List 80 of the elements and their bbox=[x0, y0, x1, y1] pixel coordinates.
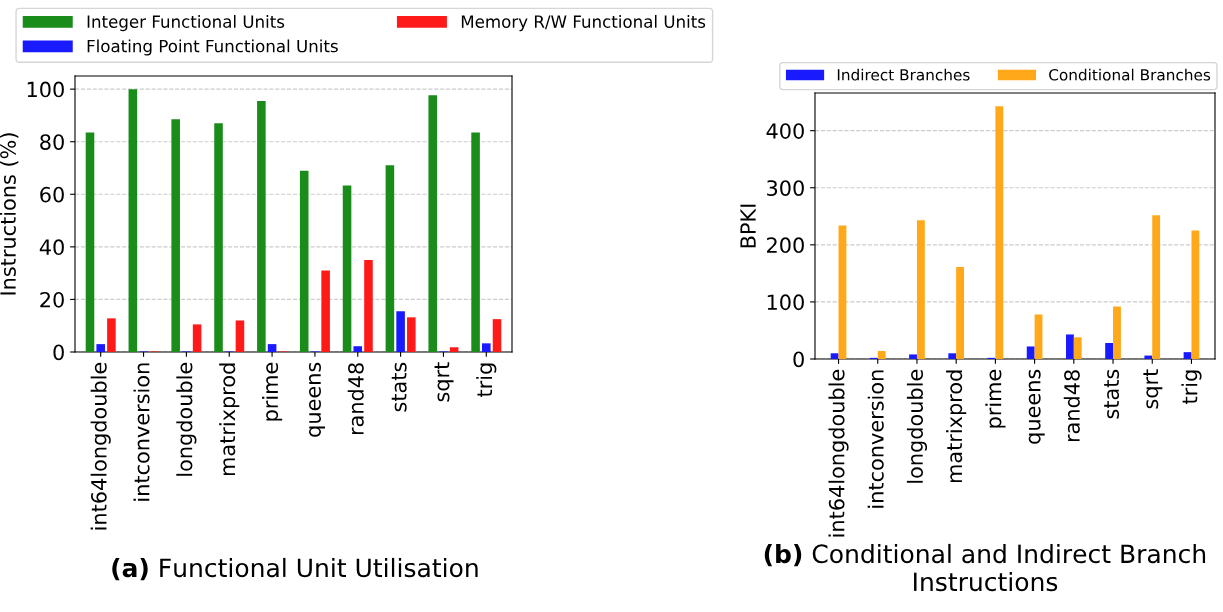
bar bbox=[107, 318, 116, 352]
bar bbox=[128, 89, 138, 352]
y-tick-label: 300 bbox=[767, 180, 804, 196]
x-tick-label: prime bbox=[262, 362, 283, 421]
bar bbox=[956, 267, 965, 359]
legend-label: Memory R/W Functional Units bbox=[461, 15, 706, 32]
y-tick-label: 60 bbox=[40, 186, 64, 203]
bar bbox=[235, 320, 245, 352]
bar bbox=[428, 95, 438, 352]
y-tick-label: 40 bbox=[39, 239, 64, 256]
bar bbox=[1073, 337, 1082, 359]
y-tick-label: 20 bbox=[40, 291, 64, 308]
bar bbox=[385, 165, 395, 352]
x-tick-label: rand48 bbox=[1063, 370, 1080, 442]
x-tick-label: sqrt bbox=[1143, 369, 1163, 409]
x-tick-label: stats bbox=[1104, 369, 1120, 419]
bar bbox=[342, 185, 352, 352]
y-tick-label: 0 bbox=[53, 344, 64, 361]
bar bbox=[1113, 306, 1121, 359]
bar bbox=[85, 132, 95, 352]
bar bbox=[909, 354, 917, 359]
y-tick-label: 400 bbox=[766, 123, 804, 139]
bar bbox=[1183, 352, 1192, 359]
bar bbox=[838, 225, 847, 359]
y-tick-label: 0 bbox=[793, 351, 804, 368]
x-tick-label: int64longdouble bbox=[90, 362, 111, 530]
x-tick-label: longdouble bbox=[906, 369, 928, 483]
bar bbox=[396, 311, 405, 352]
bar bbox=[877, 351, 886, 359]
y-tick-label: 100 bbox=[27, 81, 64, 98]
bar bbox=[492, 319, 502, 352]
x-tick-label: longdouble bbox=[176, 362, 197, 476]
text: (a) Functional Unit Utilisation bbox=[112, 557, 478, 581]
bar bbox=[171, 119, 180, 352]
x-tick-label: stats bbox=[391, 362, 407, 412]
bar bbox=[948, 353, 957, 359]
bar bbox=[192, 324, 202, 352]
bar bbox=[1191, 230, 1200, 359]
bar bbox=[214, 123, 223, 352]
bar bbox=[1105, 343, 1114, 359]
y-tick-label: 80 bbox=[40, 134, 64, 150]
y-axis-title: Instructions (%) bbox=[0, 133, 19, 295]
bar bbox=[267, 344, 277, 352]
bar bbox=[353, 346, 363, 352]
bar bbox=[364, 260, 373, 352]
bar bbox=[1026, 346, 1035, 359]
legend-label: Conditional Branches bbox=[1049, 68, 1211, 81]
bar bbox=[1065, 334, 1074, 359]
legend-label: Integer Functional Units bbox=[87, 15, 285, 32]
bar bbox=[96, 344, 105, 352]
bar bbox=[995, 106, 1004, 359]
bar bbox=[321, 270, 330, 352]
x-tick-label: trig bbox=[1181, 370, 1202, 404]
y-axis-title: BPKI bbox=[740, 204, 756, 248]
bar bbox=[471, 132, 480, 352]
x-tick-label: trig bbox=[476, 363, 497, 397]
x-tick-label: intconversion bbox=[133, 363, 150, 501]
x-tick-label: int64longdouble bbox=[828, 369, 849, 537]
bar bbox=[916, 220, 925, 359]
y-tick-label: 200 bbox=[767, 237, 804, 254]
x-tick-label: queens bbox=[309, 362, 325, 437]
bar bbox=[449, 347, 459, 352]
x-tick-label: prime bbox=[985, 369, 1006, 428]
text: (b) Conditional and Indirect Branch Instructions bbox=[764, 543, 1206, 592]
legend-label: Indirect Branches bbox=[837, 68, 970, 81]
x-tick-label: sqrt bbox=[434, 362, 454, 402]
legend-label: Floating Point Functional Units bbox=[87, 39, 338, 56]
bar bbox=[257, 100, 266, 352]
bar bbox=[482, 343, 491, 352]
bar bbox=[407, 317, 416, 352]
x-tick-label: queens bbox=[1028, 369, 1045, 444]
x-tick-label: rand48 bbox=[347, 363, 364, 435]
y-tick-label: 100 bbox=[767, 294, 804, 311]
x-tick-label: intconversion bbox=[867, 370, 884, 508]
x-tick-label: matrixprod bbox=[946, 370, 967, 483]
x-tick-label: matrixprod bbox=[219, 363, 240, 476]
bar bbox=[1152, 215, 1161, 359]
bar bbox=[299, 170, 309, 352]
bar bbox=[830, 353, 839, 359]
bar bbox=[1034, 314, 1043, 359]
